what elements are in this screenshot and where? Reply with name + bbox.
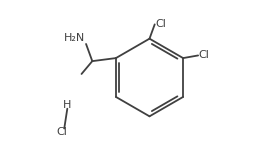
Text: Cl: Cl	[56, 127, 67, 137]
Text: Cl: Cl	[155, 19, 166, 29]
Text: Cl: Cl	[199, 50, 210, 60]
Text: H: H	[63, 100, 72, 110]
Text: H₂N: H₂N	[64, 33, 85, 43]
